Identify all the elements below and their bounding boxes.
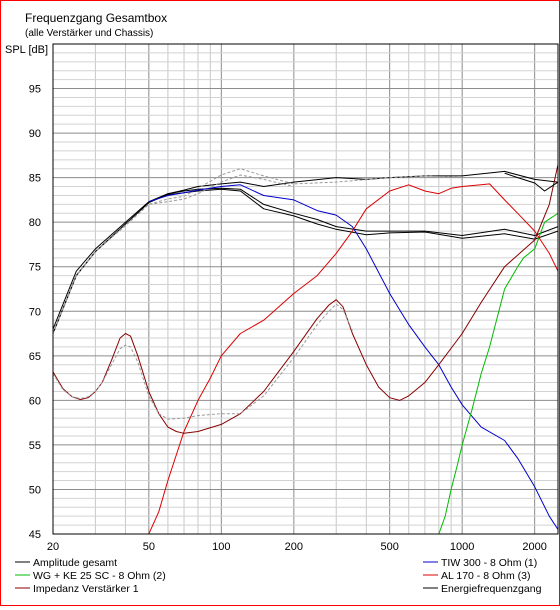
series-line-amplitude-gesamt — [53, 168, 463, 334]
y-tick-label: 85 — [29, 173, 41, 185]
series-line-amplitude-gesamt — [53, 188, 558, 334]
series-line-impedanz-verst-rker-1 — [53, 164, 558, 434]
x-tick-label: 2000 — [522, 541, 546, 553]
series-line-al-170-8-ohm-3 — [148, 183, 558, 534]
plot-border — [52, 43, 559, 535]
y-tick-label: 75 — [29, 262, 41, 274]
y-tick-label: 55 — [29, 440, 41, 452]
y-tick-label: 80 — [29, 217, 41, 229]
x-tick-label: 500 — [380, 541, 398, 553]
grid — [53, 43, 558, 535]
series-line-energiefrequenzgang — [504, 172, 558, 192]
x-tick-label: 1000 — [450, 541, 474, 553]
series-line-tiw-300-8-ohm-1 — [148, 184, 558, 530]
x-tick-label: 100 — [212, 541, 230, 553]
y-axis-label: SPL [dB] — [5, 44, 48, 56]
y-tick-label: 70 — [29, 306, 41, 318]
chart-title: Frequenzgang Gesamtbox — [25, 11, 167, 25]
legend-label: TIW 300 - 8 Ohm (1) — [441, 557, 537, 569]
legend-label: Energiefrequenzgang — [441, 583, 542, 595]
series-line-wg-ke-25-sc-8-ohm-2 — [53, 212, 558, 534]
series-line-amplitude-gesamt — [53, 174, 294, 334]
x-tick-label: 50 — [143, 541, 155, 553]
y-tick-label: 60 — [29, 395, 41, 407]
y-tick-label: 90 — [29, 128, 41, 140]
plot-series — [53, 164, 558, 534]
legend-label: WG + KE 25 SC - 8 Ohm (2) — [33, 570, 166, 582]
x-tick-label: 200 — [285, 541, 303, 553]
y-tick-label: 95 — [29, 84, 41, 96]
tick-labels: 45 50 55 60 65 70 75 80 85 90 95 20 50 100 200 500 1000 2… — [29, 84, 547, 553]
y-tick-label: 65 — [29, 351, 41, 363]
legend-label: AL 170 - 8 Ohm (3) — [441, 570, 530, 582]
y-tick-label: 50 — [29, 484, 41, 496]
y-tick-label: 45 — [29, 529, 41, 541]
series-line-amplitude-gesamt — [53, 170, 558, 330]
chart-subtitle: (alle Verstärker und Chassis) — [25, 28, 153, 39]
legend-label: Impedanz Verstärker 1 — [33, 583, 139, 595]
legend-label: Amplitude gesamt — [33, 557, 117, 569]
series-line-impedanz-verst-rker-1 — [53, 303, 353, 420]
x-tick-label: 20 — [47, 541, 59, 553]
